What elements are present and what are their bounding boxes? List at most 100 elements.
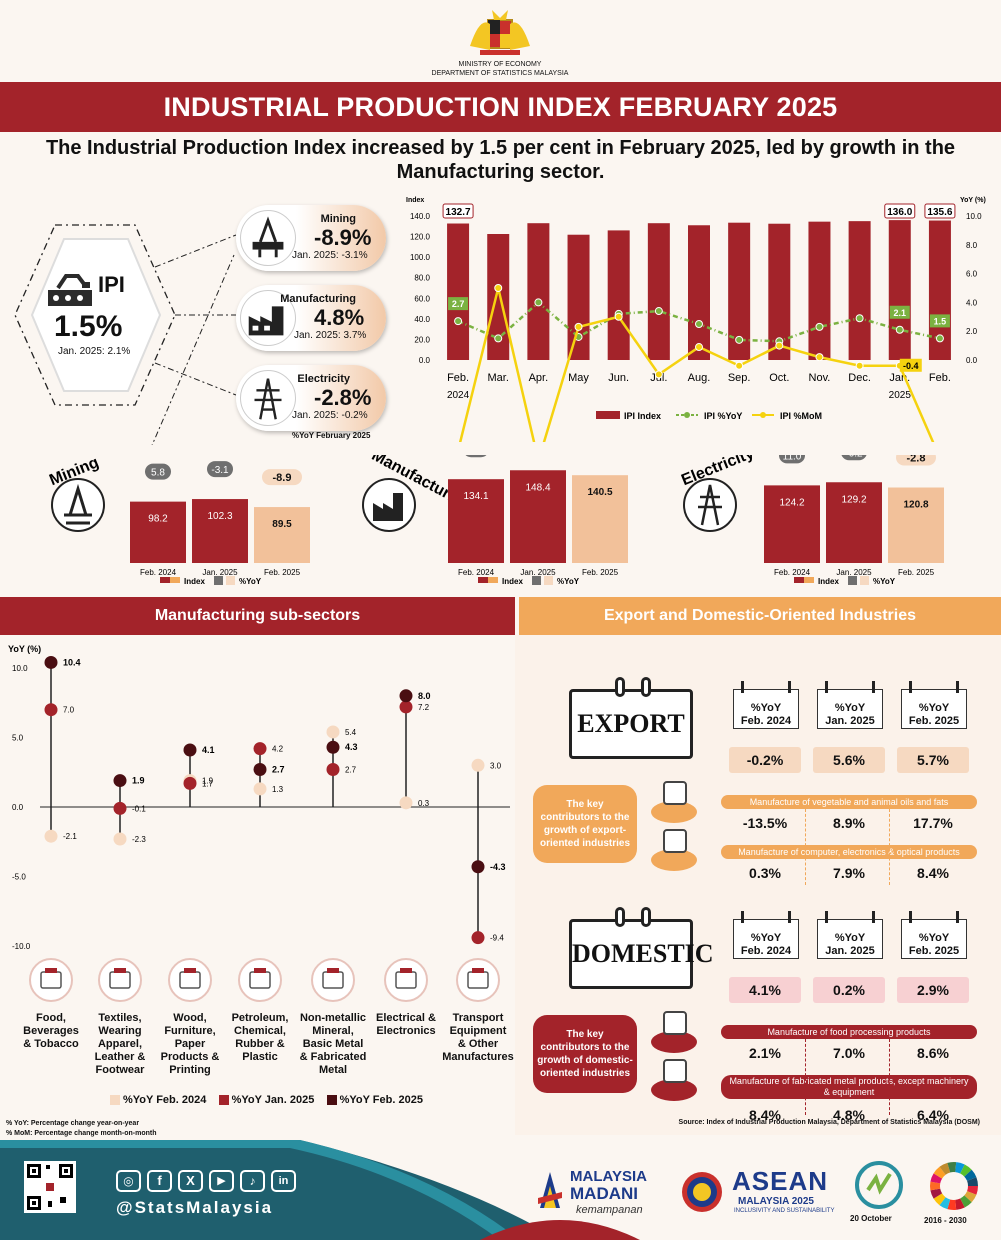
yoy-value-box	[929, 314, 950, 328]
right-tick-label: 4.0	[966, 298, 978, 307]
card-ring-icon	[909, 681, 912, 693]
ipi-bar	[728, 222, 751, 360]
sector-yoy-pill	[207, 461, 233, 478]
social-handle[interactable]: @StatsMalaysia	[116, 1198, 274, 1217]
instagram-icon[interactable]: ◎	[116, 1170, 141, 1192]
period-card: %YoY Jan. 2025	[817, 689, 883, 729]
subsector-label-line: Petroleum,	[231, 1012, 289, 1024]
sector-index-label: 134.1	[463, 491, 488, 502]
month-label: Apr.	[529, 372, 549, 384]
subsector-label-line: & Other	[457, 1038, 499, 1050]
month-label: Sep.	[728, 372, 751, 384]
legend-label: IPI %MoM	[780, 411, 822, 421]
sector-category-label: Jan. 2025	[520, 568, 556, 577]
value-divider	[889, 1039, 890, 1115]
lollipop-point	[253, 742, 267, 756]
malaysia-crest-icon	[470, 10, 530, 55]
statistics-day-date: 20 October	[850, 1214, 892, 1223]
legend-swatch-dot	[760, 412, 766, 418]
electricity-name: Electricity	[297, 373, 350, 385]
subsector-legend: %YoY Feb. 2024 %YoY Jan. 2025 %YoY Feb. …	[110, 1094, 510, 1110]
yoy-point	[735, 335, 744, 344]
period-card: %YoY Jan. 2025	[817, 919, 883, 959]
page-title: INDUSTRIAL PRODUCTION INDEX FEBRUARY 202…	[0, 82, 1001, 132]
month-label: Feb.	[447, 372, 469, 384]
legend-index-label: Index	[184, 577, 205, 586]
export-domestic-header: Export and Domestic-Oriented Industries	[519, 597, 1001, 635]
sector-category-label: Jan. 2025	[202, 568, 238, 577]
x-icon[interactable]: X	[178, 1170, 203, 1192]
power-pylon-icon	[698, 484, 722, 526]
sector-yoy-pill	[779, 455, 805, 464]
subsector-icon-accent	[184, 968, 196, 973]
export-domestic-content: EXPORT %YoY Feb. 2024 -0.2% %YoY Jan. 2025 5.6…	[515, 635, 1001, 1135]
note-mom: % MoM: Percentage change month-on-month	[6, 1130, 157, 1137]
export_label-industry-bar: Manufacture of vegetable and animal oils…	[721, 795, 977, 809]
yoy-point	[815, 322, 824, 331]
right-tick-label: 6.0	[966, 270, 978, 279]
bar-value-label: 135.6	[927, 207, 952, 218]
lollipop-point	[183, 776, 197, 790]
qr-code-icon[interactable]	[24, 1161, 76, 1213]
export_label-contributors-box: The key contributors to the growth of ex…	[533, 785, 637, 863]
subsector-label-line: Electrical &	[376, 1012, 436, 1024]
period-caption: %YoY	[918, 702, 950, 714]
lollipop-value-label: 8.0	[418, 691, 431, 701]
lollipop-value-label: 7.0	[63, 706, 75, 715]
manufacturing-previous: Jan. 2025: 3.7%	[294, 330, 367, 341]
export_label-calendar-label: EXPORT	[569, 689, 693, 759]
card-ring-icon	[872, 911, 875, 923]
product-pedestal	[651, 801, 697, 823]
export_label-industry-value: 7.9%	[833, 865, 865, 881]
sector-yoy-label: 5.8	[151, 468, 165, 479]
export_label-yoy-badge: -0.2%	[729, 747, 801, 773]
sector-index-bar	[254, 507, 310, 563]
lollipop-point	[44, 655, 58, 669]
sector-category-label: Feb. 2025	[264, 568, 301, 577]
bar-value-box	[924, 203, 956, 219]
statistics-day-logo: 20 October	[850, 1160, 910, 1230]
sector-index-label: 129.2	[841, 494, 866, 505]
subsector-label-line: Wood,	[173, 1012, 207, 1024]
value-divider	[805, 809, 806, 885]
lollipop-value-label: -0.1	[132, 804, 146, 813]
card-ring-icon	[909, 911, 912, 923]
asean-logo: ASEAN MALAYSIA 2025 INCLUSIVITY AND SUST…	[678, 1166, 846, 1226]
card-ring-icon	[741, 911, 744, 923]
year-label: 2024	[447, 390, 470, 401]
legend-swatch	[488, 577, 498, 583]
mom-point	[574, 322, 583, 331]
calendar-ring-icon	[641, 677, 651, 697]
subsector-label-line: Furniture,	[164, 1025, 216, 1037]
left-tick-label: 60.0	[414, 294, 430, 303]
sector-index-bar	[130, 501, 186, 563]
bar-value-label: 132.7	[446, 207, 471, 218]
subsector-lollipop-chart: YoY (%) 10.0 5.0 0.0 -5.0 -10.0 -2.1 7.0 10.4 -2.…	[8, 644, 510, 951]
right-tick-label: 0.0	[966, 356, 978, 365]
factory-robot-icon	[48, 274, 92, 306]
period-card: %YoY Feb. 2025	[901, 919, 967, 959]
domestic_label-industry-value: 4.8%	[833, 1107, 865, 1123]
madani-line3: kemampanan	[576, 1204, 643, 1216]
domestic_label-calendar-label: DOMESTIC	[569, 919, 714, 989]
bar-value-label: 136.0	[887, 207, 912, 218]
linkedin-icon[interactable]: in	[271, 1170, 296, 1192]
ipi-bar	[527, 223, 550, 360]
legend-jan2025: %YoY Jan. 2025	[231, 1094, 315, 1106]
lollipop-value-label: 1.9	[202, 777, 214, 786]
subsector-icon	[40, 971, 62, 989]
sector-category-label: Jan. 2025	[836, 568, 872, 577]
ipi-bar	[888, 220, 911, 360]
lollipop-point	[471, 758, 485, 772]
youtube-icon[interactable]: ▶	[209, 1170, 234, 1192]
facebook-icon[interactable]: f	[147, 1170, 172, 1192]
subsector-label-line: Electronics	[376, 1025, 436, 1037]
subsector-label-line: & Tobacco	[23, 1038, 79, 1050]
export_label-industry-value: 0.3%	[749, 865, 781, 881]
yoy-value-label: 2.7	[452, 299, 465, 309]
legend-swatch	[478, 577, 488, 583]
tiktok-icon[interactable]: ♪	[240, 1170, 265, 1192]
card-ring-icon	[741, 681, 744, 693]
